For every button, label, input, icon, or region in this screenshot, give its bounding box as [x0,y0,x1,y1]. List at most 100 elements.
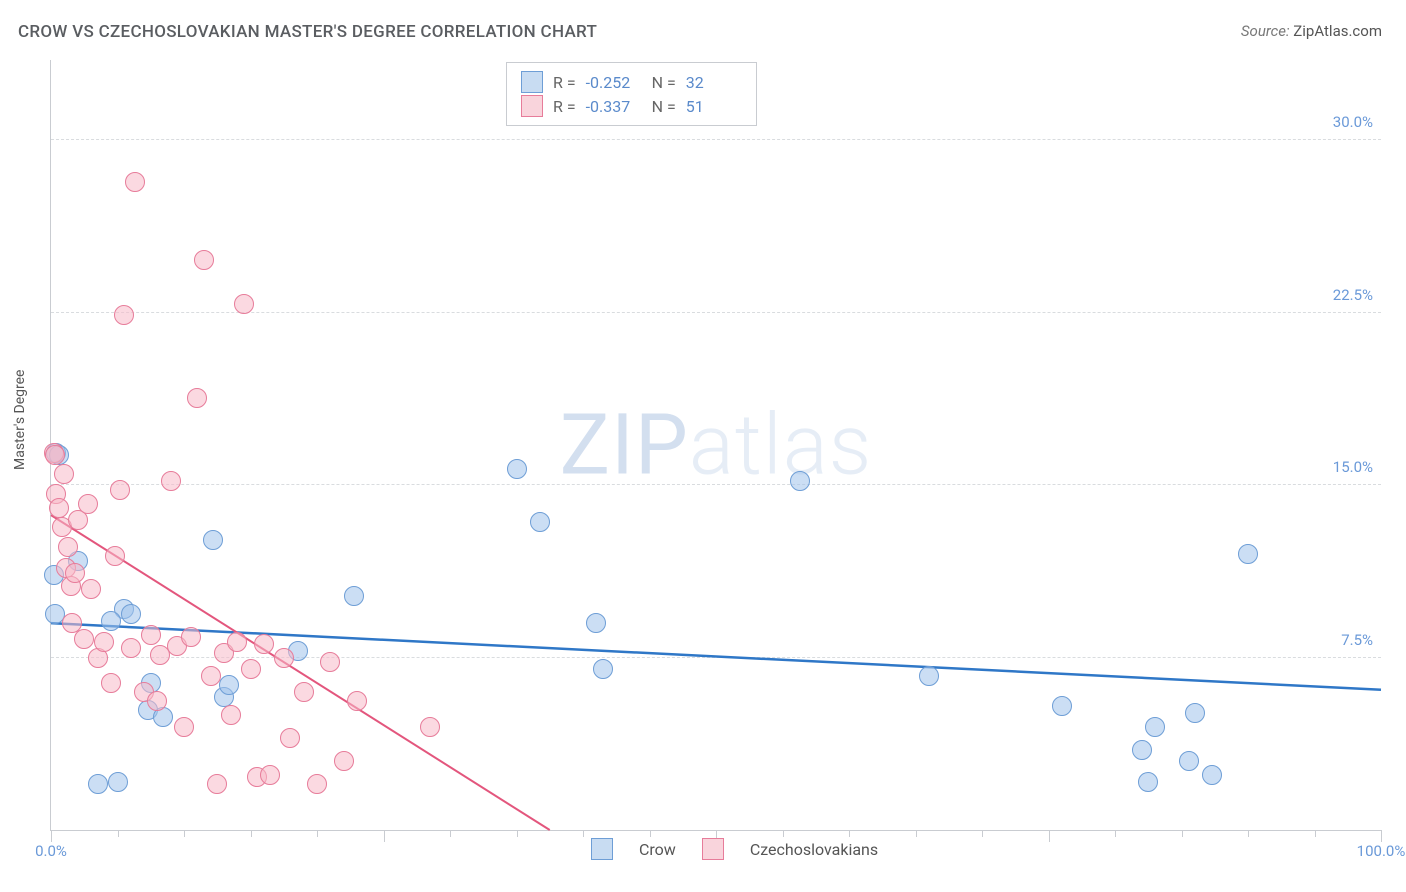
scatter-point-crow [1202,765,1222,785]
x-tick [317,830,318,837]
scatter-point-czech [74,629,94,649]
scatter-point-czech [334,751,354,771]
legend-swatch-crow [591,838,613,860]
r-value: -0.252 [586,73,642,92]
x-tick [1182,830,1183,837]
scatter-point-czech [234,294,254,314]
source-attribution: Source: ZipAtlas.com [1241,22,1382,40]
scatter-point-crow [790,471,810,491]
scatter-point-crow [507,459,527,479]
x-tick-label: 100.0% [1357,842,1406,860]
x-tick [1115,830,1116,837]
x-tick [783,830,784,837]
scatter-point-crow [1138,772,1158,792]
x-tick [1248,830,1249,837]
trend-line-crow [51,623,1381,690]
x-tick [517,830,518,837]
scatter-point-czech [187,388,207,408]
x-tick [251,830,252,837]
legend-swatch-czech [521,95,543,117]
scatter-point-czech [207,774,227,794]
scatter-point-crow [344,586,364,606]
scatter-point-crow [1132,740,1152,760]
scatter-point-crow [1185,703,1205,723]
scatter-point-crow [219,675,239,695]
scatter-point-czech [320,652,340,672]
legend-swatch-crow [521,71,543,93]
scatter-point-czech [221,705,241,725]
x-tick [650,830,651,837]
x-tick [583,830,584,837]
scatter-plot-area: ZIPatlas 7.5%15.0%22.5%30.0% 0.0%100.0% … [50,60,1381,831]
x-tick-label: 0.0% [35,842,67,860]
scatter-point-czech [420,717,440,737]
legend-label-crow: Crow [639,840,676,859]
x-tick [982,830,983,837]
scatter-point-czech [280,728,300,748]
x-tick [184,830,185,837]
n-value: 51 [686,97,742,116]
scatter-point-czech [241,659,261,679]
scatter-point-crow [1238,544,1258,564]
x-tick [849,830,850,837]
source-label: Source: [1241,22,1290,40]
scatter-point-crow [1052,696,1072,716]
scatter-point-czech [81,579,101,599]
r-label: R = [553,97,576,116]
scatter-point-crow [108,772,128,792]
scatter-point-czech [147,691,167,711]
n-label: N = [652,73,676,92]
scatter-point-czech [78,494,98,514]
scatter-point-czech [201,666,221,686]
scatter-point-czech [347,691,367,711]
legend-swatch-czech [702,838,724,860]
trend-lines [51,60,1381,830]
scatter-point-czech [274,648,294,668]
scatter-point-czech [141,625,161,645]
scatter-point-czech [227,632,247,652]
scatter-point-czech [121,638,141,658]
scatter-point-crow [88,774,108,794]
n-label: N = [652,97,676,116]
scatter-point-czech [125,172,145,192]
x-tick [1049,830,1050,842]
scatter-point-crow [1179,751,1199,771]
scatter-point-crow [586,613,606,633]
stats-row-czech: R = -0.337 N = 51 [521,95,742,117]
source-value: ZipAtlas.com [1293,22,1382,40]
scatter-point-crow [101,611,121,631]
bottom-legend: Crow Czechoslovakians [591,838,878,860]
scatter-point-czech [54,464,74,484]
legend-label-czech: Czechoslovakians [750,840,878,859]
r-label: R = [553,73,576,92]
scatter-point-czech [49,498,69,518]
scatter-point-czech [294,682,314,702]
scatter-point-czech [181,627,201,647]
scatter-point-czech [58,537,78,557]
scatter-point-czech [45,445,65,465]
x-tick [450,830,451,837]
y-axis-label: Master's Degree [12,370,28,470]
scatter-point-czech [254,634,274,654]
scatter-point-czech [174,717,194,737]
scatter-point-crow [121,604,141,624]
n-value: 32 [686,73,742,92]
x-tick [384,830,385,842]
scatter-point-czech [161,471,181,491]
stats-row-crow: R = -0.252 N = 32 [521,71,742,93]
x-tick [118,830,119,837]
scatter-point-crow [203,530,223,550]
scatter-point-czech [114,305,134,325]
scatter-point-czech [65,563,85,583]
scatter-point-czech [110,480,130,500]
scatter-point-czech [260,765,280,785]
chart-title: CROW VS CZECHOSLOVAKIAN MASTER'S DEGREE … [18,22,597,42]
x-tick [1315,830,1316,837]
scatter-point-crow [919,666,939,686]
x-tick [916,830,917,837]
stats-legend-box: R = -0.252 N = 32 R = -0.337 N = 51 [506,62,757,126]
scatter-point-crow [1145,717,1165,737]
r-value: -0.337 [586,97,642,116]
scatter-point-czech [194,250,214,270]
x-tick [1381,830,1382,842]
